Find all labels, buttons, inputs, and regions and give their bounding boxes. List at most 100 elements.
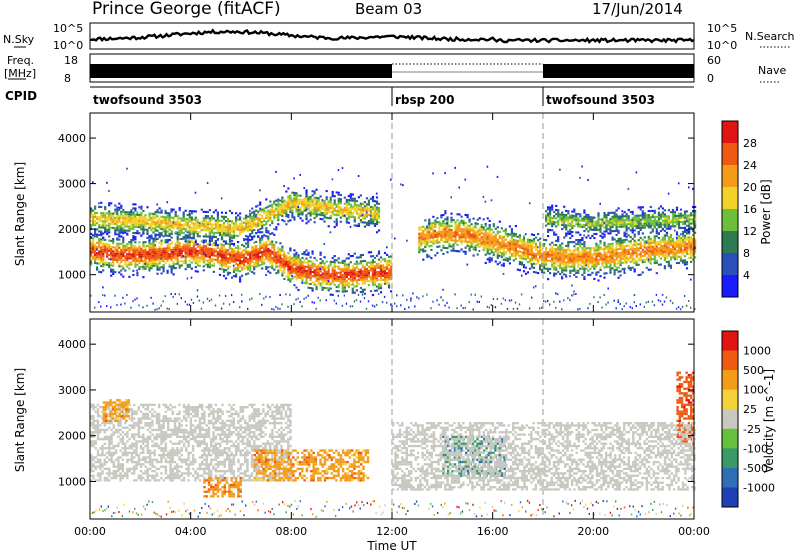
power-cell: [216, 238, 219, 241]
power-cell: [299, 213, 302, 216]
power-cell: [140, 213, 143, 216]
power-cell: [168, 216, 171, 219]
power-cell: [577, 263, 580, 266]
power-cell: [317, 203, 320, 206]
power-cell: [609, 251, 612, 254]
power-cell: [295, 270, 298, 273]
power-cell: [124, 219, 127, 222]
power-cell: [226, 273, 230, 276]
power-cell: [222, 254, 226, 257]
power-cell: [553, 272, 556, 275]
power-cell: [551, 241, 554, 244]
power-cell: [317, 197, 320, 200]
power-cell: [210, 254, 213, 257]
power-cell: [371, 212, 375, 215]
power-cell: [247, 258, 250, 261]
power-cell: [160, 304, 162, 307]
power-cell: [110, 245, 113, 248]
power-cell: [603, 252, 606, 255]
power-cell: [545, 259, 548, 262]
power-cell: [424, 243, 427, 246]
power-cell: [184, 268, 187, 271]
power-cell: [524, 248, 528, 251]
power-cell: [361, 211, 364, 214]
power-cell: [371, 218, 375, 221]
power-cell: [333, 269, 336, 272]
power-cell: [239, 278, 242, 281]
power-cell: [132, 300, 134, 303]
power-cell: [212, 262, 215, 265]
power-cell: [245, 250, 248, 253]
power-cell: [245, 224, 248, 227]
power-cell: [522, 249, 526, 252]
power-cell: [458, 233, 461, 236]
power-cell: [247, 266, 250, 269]
power-cell: [114, 231, 117, 234]
power-cell: [200, 254, 203, 257]
power-cell: [460, 240, 463, 243]
power-cell: [172, 295, 174, 298]
power-cell: [553, 256, 556, 259]
power-cell: [414, 305, 416, 308]
power-cell: [126, 221, 129, 224]
power-cell: [514, 247, 517, 250]
power-cell: [597, 261, 600, 264]
power-cell: [214, 235, 217, 238]
power-cell: [603, 212, 606, 215]
power-cell: [508, 243, 511, 246]
power-cell: [273, 256, 276, 259]
power-cell: [488, 230, 491, 233]
power-cell: [388, 274, 391, 277]
power-cell: [506, 259, 509, 262]
power-cell: [377, 221, 381, 224]
power-cell: [329, 215, 332, 218]
power-cell: [289, 270, 292, 273]
power-cell: [361, 260, 364, 263]
power-cell: [446, 251, 449, 254]
power-cell: [323, 276, 326, 279]
power-cell: [283, 199, 286, 202]
power-cell: [337, 280, 340, 283]
power-cell: [597, 263, 600, 266]
power-cell: [599, 240, 602, 243]
power-cell: [184, 260, 187, 263]
power-cell: [102, 214, 105, 217]
power-cell: [593, 251, 596, 254]
power-cell: [369, 220, 373, 223]
power-cell: [603, 220, 606, 223]
power-cell: [484, 200, 487, 203]
power-cell: [605, 255, 608, 258]
power-cell: [359, 260, 362, 263]
power-cell: [593, 228, 596, 231]
power-cell: [579, 253, 582, 256]
power-cell: [301, 265, 304, 268]
power-cell: [490, 259, 493, 262]
power-cell: [357, 274, 360, 277]
power-cell: [386, 280, 389, 283]
power-cell: [202, 255, 205, 258]
power-cell: [474, 293, 476, 296]
power-cell: [615, 209, 618, 212]
power-cell: [295, 266, 298, 269]
power-cell: [365, 209, 368, 212]
power-cell: [108, 202, 111, 205]
power-cell: [555, 266, 558, 269]
power-cell: [299, 200, 302, 203]
power-cell: [450, 239, 453, 242]
power-cell: [188, 243, 191, 246]
power-cell: [188, 226, 191, 229]
power-cell: [581, 259, 584, 262]
power-cell: [134, 253, 137, 256]
power-cell: [373, 214, 377, 217]
power-cell: [158, 211, 161, 214]
power-cell: [120, 223, 123, 226]
power-cell: [279, 203, 282, 206]
power-cell: [152, 212, 155, 215]
power-cell: [184, 245, 187, 248]
power-cell: [319, 195, 322, 198]
power-cell: [333, 195, 336, 198]
power-cell: [464, 232, 467, 235]
power-cell: [460, 227, 463, 230]
power-cell: [615, 254, 618, 257]
power-cell: [309, 266, 312, 269]
